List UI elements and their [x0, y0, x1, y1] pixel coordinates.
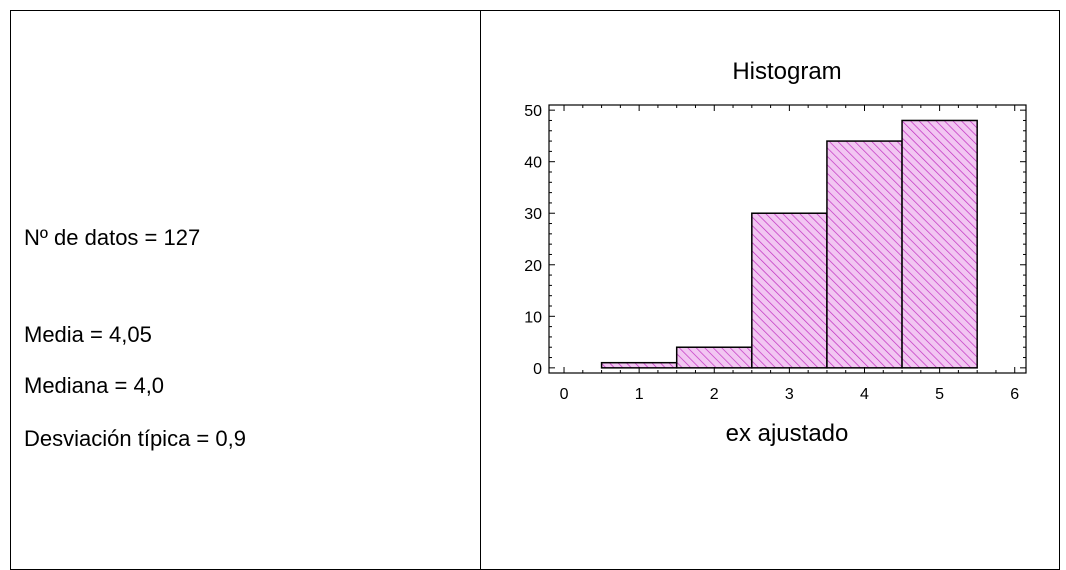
x-axis-label: ex ajustado: [726, 420, 849, 447]
stat-std-dev: Desviación típica = 0,9: [24, 426, 246, 451]
stat-count: Nº de datos = 127: [24, 225, 201, 250]
x-tick-label: 5: [935, 386, 944, 403]
chart-title: Histogram: [732, 58, 841, 85]
plot-area-frame: [548, 104, 1027, 374]
y-tick-label: 20: [524, 258, 542, 275]
y-tick-label: 50: [524, 103, 542, 120]
histogram-chart: Histogram 0 1 2 3 4 5 6 0 10 20 30 40 50 ex ajustado: [524, 58, 1027, 447]
histogram-bar-2: [675, 346, 753, 369]
x-tick-label: 0: [560, 386, 569, 403]
histogram-bar-5: [901, 119, 978, 369]
x-tick-label: 3: [785, 386, 794, 403]
x-tick-label: 2: [710, 386, 719, 403]
x-tick-label: 1: [635, 386, 644, 403]
x-tick-label: 6: [1010, 386, 1019, 403]
histogram-bar-4: [826, 140, 903, 369]
y-tick-label: 40: [524, 155, 542, 172]
stat-median: Mediana = 4,0: [24, 373, 165, 398]
y-tick-label: 30: [524, 206, 542, 223]
panel-divider: [480, 10, 481, 570]
x-tick-label: 4: [860, 386, 869, 403]
y-tick-label: 10: [524, 309, 542, 326]
histogram-bar-3: [751, 212, 828, 369]
stat-mean: Media = 4,05: [24, 322, 152, 347]
y-tick-label: 0: [533, 361, 542, 378]
